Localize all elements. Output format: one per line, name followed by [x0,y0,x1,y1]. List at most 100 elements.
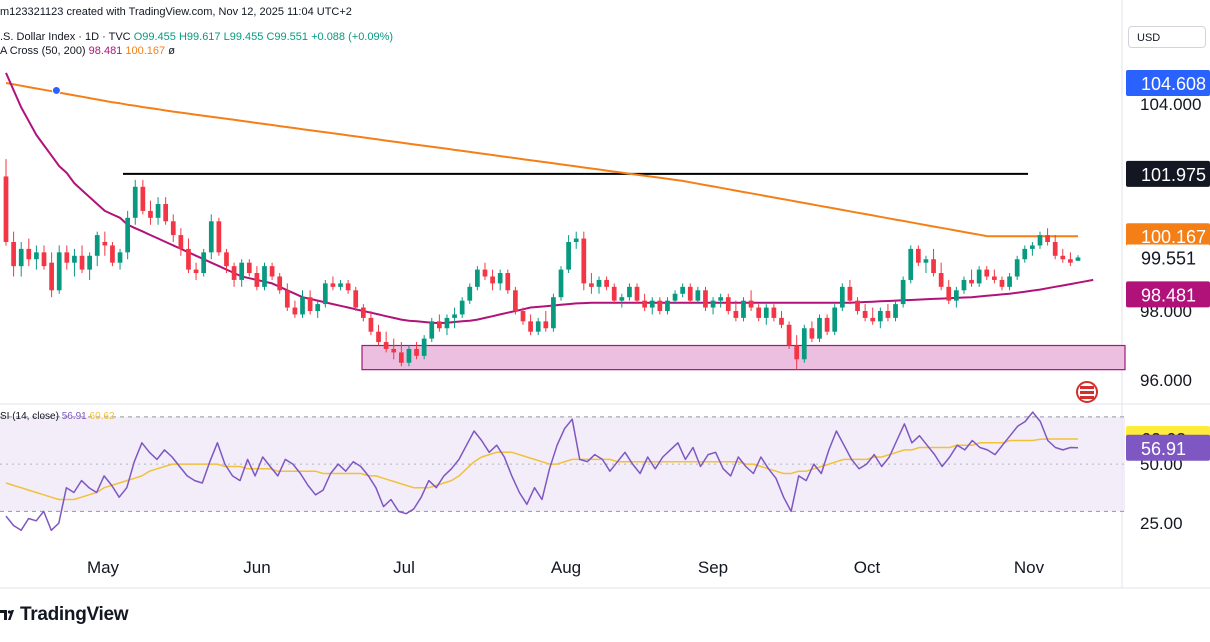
candle [414,342,419,360]
candle [208,214,214,260]
time-axis-label: Oct [854,558,881,577]
symbol-line: .S. Dollar Index · 1D · TVC O99.455 H99.… [0,31,393,44]
candle [353,286,359,311]
candle [992,269,997,284]
candle [1022,245,1028,263]
candles-group [3,159,1081,370]
us-flag-icon [1076,381,1098,403]
candle [634,283,640,305]
candle [338,279,343,291]
candle [132,179,138,225]
time-axis-label: Jun [243,558,270,577]
candle [406,345,412,367]
rsi-line [5,411,1079,532]
candle [87,252,92,280]
ma-label: A Cross (50, 200) [0,45,86,57]
candle-body [1030,245,1035,249]
candle [832,304,838,336]
candle-body [908,248,914,280]
candle [125,210,131,260]
candle-body [687,286,693,301]
candle-body [703,290,708,308]
candle [1030,241,1035,256]
candle [596,276,602,294]
time-axis-label: Sep [698,558,728,577]
candle [741,297,746,322]
price-badge-label: 100.167 [1141,227,1206,247]
candle [779,310,784,329]
currency-label: USD [1137,32,1161,44]
open-value: O99.455 [133,31,176,43]
rsi-ma-header-value: 60.62 [89,411,115,422]
candle [34,245,39,270]
candle-body [398,352,404,363]
close-value: C99.551 [266,31,309,43]
candle-body [763,307,769,318]
tradingview-brand: TradingView [20,604,129,625]
low-value: L99.455 [223,31,264,43]
flag-stripe [1080,386,1094,389]
candle-body [771,307,777,318]
candle [300,290,305,318]
candle [817,314,822,343]
candle [94,231,100,267]
candle-body [284,290,290,308]
candle [1045,228,1050,246]
candle [330,276,336,291]
candle [627,283,632,301]
candle-body [634,286,640,301]
candle-body [497,273,503,284]
candle-body [695,290,701,301]
candle [862,304,868,322]
rsi-ma-line [5,438,1078,501]
tradingview-footer[interactable]: TradingView [0,604,129,626]
rsi-tick-label: 25.00 [1140,514,1183,533]
candle-body [383,342,389,349]
candle-body [786,324,792,346]
candle-body [170,221,176,236]
candle [201,248,207,277]
candle [102,231,108,256]
candle-body [566,241,571,270]
rsi-header-value: 56.91 [61,411,87,422]
candle-body [338,283,343,287]
candle-body [649,300,655,308]
time-axis-label: May [87,558,120,577]
candle [3,159,9,246]
candle [163,197,169,225]
candle-body [406,348,412,363]
candle [984,266,990,280]
ma200-line [5,82,1078,238]
candle [216,217,222,256]
candle [239,259,245,287]
candle [961,276,967,294]
candle [725,293,731,315]
candle-body [756,307,762,318]
candle-body [11,241,16,267]
created-line: m123321123 created with TradingView.com,… [0,6,352,19]
ma-visibility-icon[interactable]: ø [168,45,175,57]
candle [915,245,921,267]
candle-body [535,321,541,332]
candle [839,283,845,311]
candle [703,286,708,311]
candle [953,286,959,308]
price-badge: 104.608 [1126,70,1210,96]
candle-body [239,262,245,280]
candle-body [551,297,556,329]
candle [566,235,571,274]
candle-body [893,304,898,318]
candle [649,297,655,315]
currency-selector[interactable]: USD [1128,26,1206,48]
candle-body [292,307,298,315]
candle-body [148,210,153,218]
candle [1037,231,1043,249]
time-axis-label: Aug [551,558,581,577]
candle [771,304,777,322]
candle [794,335,800,370]
candle-body [748,300,754,308]
candle-body [186,248,191,270]
candle-body [710,300,716,308]
candle-body [589,283,594,287]
candle-body [1060,255,1066,260]
